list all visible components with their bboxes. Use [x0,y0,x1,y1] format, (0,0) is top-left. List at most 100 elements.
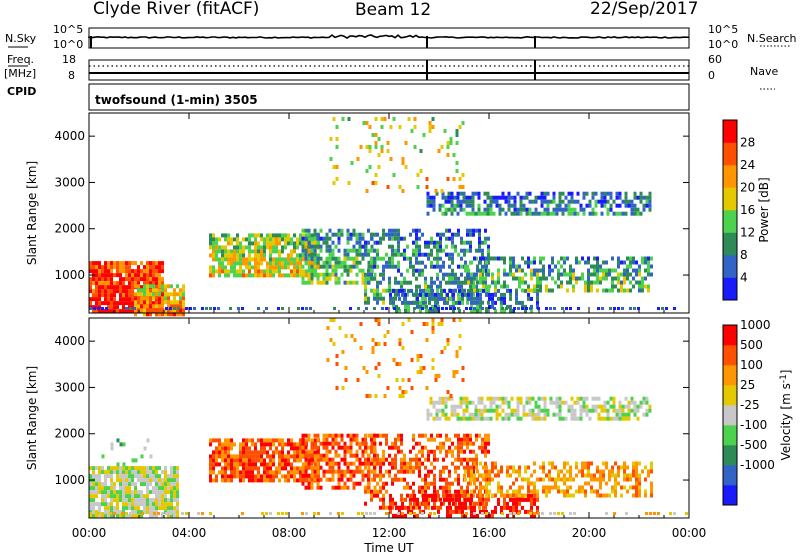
velocity-echo [293,478,296,483]
velocity-echo [263,478,266,483]
power-echo [446,300,449,305]
velocity-echo [473,513,476,518]
velocity-echo [590,461,593,466]
power-echo [551,268,554,273]
velocity-echo [506,465,509,470]
power-echo [209,237,212,242]
velocity-echo [587,461,590,466]
power-echo [530,296,533,301]
power-echo [593,272,596,277]
power-echo [129,307,132,310]
velocity-echo [392,358,396,362]
velocity-echo [362,366,366,370]
velocity-echo [401,378,405,382]
power-echo [476,300,479,305]
power-echo [266,265,269,270]
velocity-echo [382,485,385,490]
power-echo [572,268,575,273]
power-echo [296,273,299,278]
velocity-echo [475,461,478,466]
power-echo [236,269,239,274]
power-echo [434,189,438,193]
velocity-echo [131,510,134,515]
velocity-echo [512,505,515,510]
velocity-echo [269,474,272,479]
power-echo [388,276,391,281]
velocity-echo [623,469,626,474]
velocity-echo [621,408,625,413]
power-echo [489,199,493,204]
power-echo [424,288,427,293]
power-echo [236,237,239,242]
velocity-echo [525,412,529,417]
power-echo [189,307,192,310]
velocity-echo [418,441,421,446]
velocity-echo [500,485,503,490]
velocity-echo [427,485,430,490]
velocity-echo [578,485,581,490]
velocity-echo [221,466,224,471]
velocity-echo [122,486,125,491]
velocity-echo [463,441,466,446]
power-echo [116,281,119,286]
power-echo [470,292,473,297]
power-echo [648,195,652,200]
power-echo [647,272,650,277]
power-echo [433,264,436,269]
velocity-echo [441,412,445,417]
power-echo [386,149,390,153]
power-echo [469,240,472,245]
power-echo [209,269,212,274]
velocity-echo [569,473,572,478]
velocity-echo [627,416,631,421]
velocity-echo [317,512,320,515]
velocity-echo [119,490,122,495]
velocity-echo [164,470,167,475]
power-echo [471,203,475,208]
power-echo [373,307,376,310]
velocity-echo [435,412,439,417]
velocity-echo [633,404,637,409]
velocity-echo [331,461,335,466]
velocity-echo [400,433,403,438]
velocity-echo [615,412,619,417]
velocity-echo [355,441,359,446]
power-echo [623,288,626,293]
velocity-echo [433,477,436,482]
power-echo [427,240,430,245]
power-echo [89,261,92,266]
power-echo [110,305,113,310]
power-echo [587,280,590,285]
power-echo [551,276,554,281]
power-echo [624,211,628,216]
power-echo [245,265,248,270]
power-echo [469,248,472,253]
velocity-echo [458,493,461,498]
power-echo [301,264,305,269]
power-echo [415,256,418,261]
velocity-echo [626,465,629,470]
velocity-echo [110,490,113,495]
velocity-echo [395,378,399,382]
power-echo [311,261,314,266]
power-echo [164,292,167,297]
power-echo [593,280,596,285]
velocity-echo [287,454,290,459]
velocity-echo [410,509,413,514]
velocity-echo [316,465,320,470]
velocity-echo [173,494,176,499]
power-echo [426,203,430,208]
velocity-echo [254,450,257,455]
power-echo [485,256,488,261]
velocity-echo [251,450,254,455]
power-echo [277,307,280,310]
velocity-echo [466,441,469,446]
power-echo [585,203,589,208]
power-echo [272,273,275,278]
power-echo [406,244,409,249]
velocity-echo [437,505,440,510]
time-tick-label-2: 08:00 [272,526,307,540]
power-echo [449,304,452,309]
velocity-echo [319,453,323,458]
velocity-echo [515,497,518,502]
